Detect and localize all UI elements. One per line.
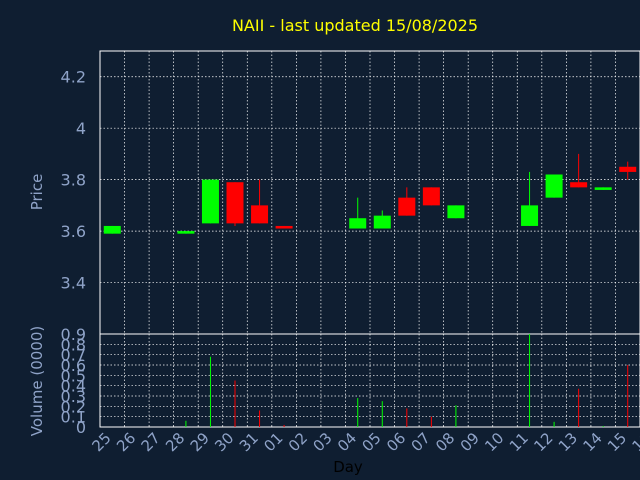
x-tick-label: 02	[285, 429, 311, 455]
x-tick-label: 25	[89, 429, 115, 455]
candle-body	[521, 205, 539, 226]
volume-tick-label: 0.8	[61, 335, 86, 354]
candle-body	[275, 225, 293, 229]
chart-title: NAII - last updated 15/08/2025	[232, 16, 478, 35]
candle-body	[398, 197, 416, 216]
price-panel: 3.4 3.6 3.8 4 4.2	[61, 50, 640, 335]
volume-tick-label: 0.5	[61, 366, 86, 385]
candle-body	[619, 166, 637, 172]
x-tick-label: 26	[113, 429, 139, 455]
candle-body	[201, 179, 219, 224]
candle-body	[570, 182, 588, 188]
candle-body	[251, 205, 269, 224]
x-tick-label: 04	[334, 429, 360, 455]
price-axis-label: Price	[28, 174, 46, 211]
volume-tick-label: 0.1	[61, 408, 86, 427]
volume-axis-label: Volume (0000)	[28, 326, 46, 436]
volume-tick-label: 0	[76, 418, 86, 437]
x-tick-label: 01	[260, 429, 286, 455]
x-tick-label: 08	[432, 429, 458, 455]
candle-body	[373, 215, 391, 229]
x-tick-label: 06	[383, 429, 409, 455]
candle-body	[103, 225, 121, 234]
volume-tick-label: 0.6	[61, 356, 86, 375]
x-tick-label: 27	[138, 429, 164, 455]
x-tick-label: 03	[309, 429, 335, 455]
x-tick-label: 31	[236, 429, 262, 455]
price-tick-label: 3.6	[61, 222, 86, 241]
candle-body	[226, 182, 244, 224]
x-tick-label: 15	[604, 429, 630, 455]
x-tick-label: 30	[211, 429, 237, 455]
x-tick-label: 14	[579, 429, 605, 455]
price-tick-label: 4.2	[61, 68, 86, 87]
candle-body	[349, 218, 367, 229]
volume-tick-label: 0.9	[61, 325, 86, 344]
x-tick-label: 11	[506, 429, 532, 455]
volume-tick-label: 0.2	[61, 397, 86, 416]
candle-body	[545, 174, 563, 198]
x-tick-label: 07	[408, 429, 434, 455]
candle-body	[594, 187, 612, 190]
x-tick-labels: 2526272829303101020304050607080910111213…	[89, 429, 640, 455]
x-tick-label: 12	[530, 429, 556, 455]
x-tick-label: 29	[187, 429, 213, 455]
volume-tick-label: 0.3	[61, 387, 86, 406]
volume-panel: 00.10.20.30.40.50.60.70.80.9	[61, 325, 640, 437]
x-tick-label: 09	[457, 429, 483, 455]
x-axis-label: Day	[333, 458, 363, 476]
x-tick-label: 13	[555, 429, 581, 455]
price-tick-label: 3.8	[61, 171, 86, 190]
candle-body	[447, 205, 465, 219]
candle-body	[177, 231, 195, 234]
x-tick-label: 10	[481, 429, 507, 455]
price-tick-label: 4	[76, 119, 86, 138]
candle-body	[422, 187, 440, 206]
price-tick-label: 3.4	[61, 274, 86, 293]
x-tick-label: 16	[629, 429, 640, 455]
volume-tick-label: 0.7	[61, 346, 86, 365]
volume-tick-label: 0.4	[61, 377, 86, 396]
x-tick-label: 28	[162, 429, 188, 455]
x-tick-label: 05	[359, 429, 385, 455]
